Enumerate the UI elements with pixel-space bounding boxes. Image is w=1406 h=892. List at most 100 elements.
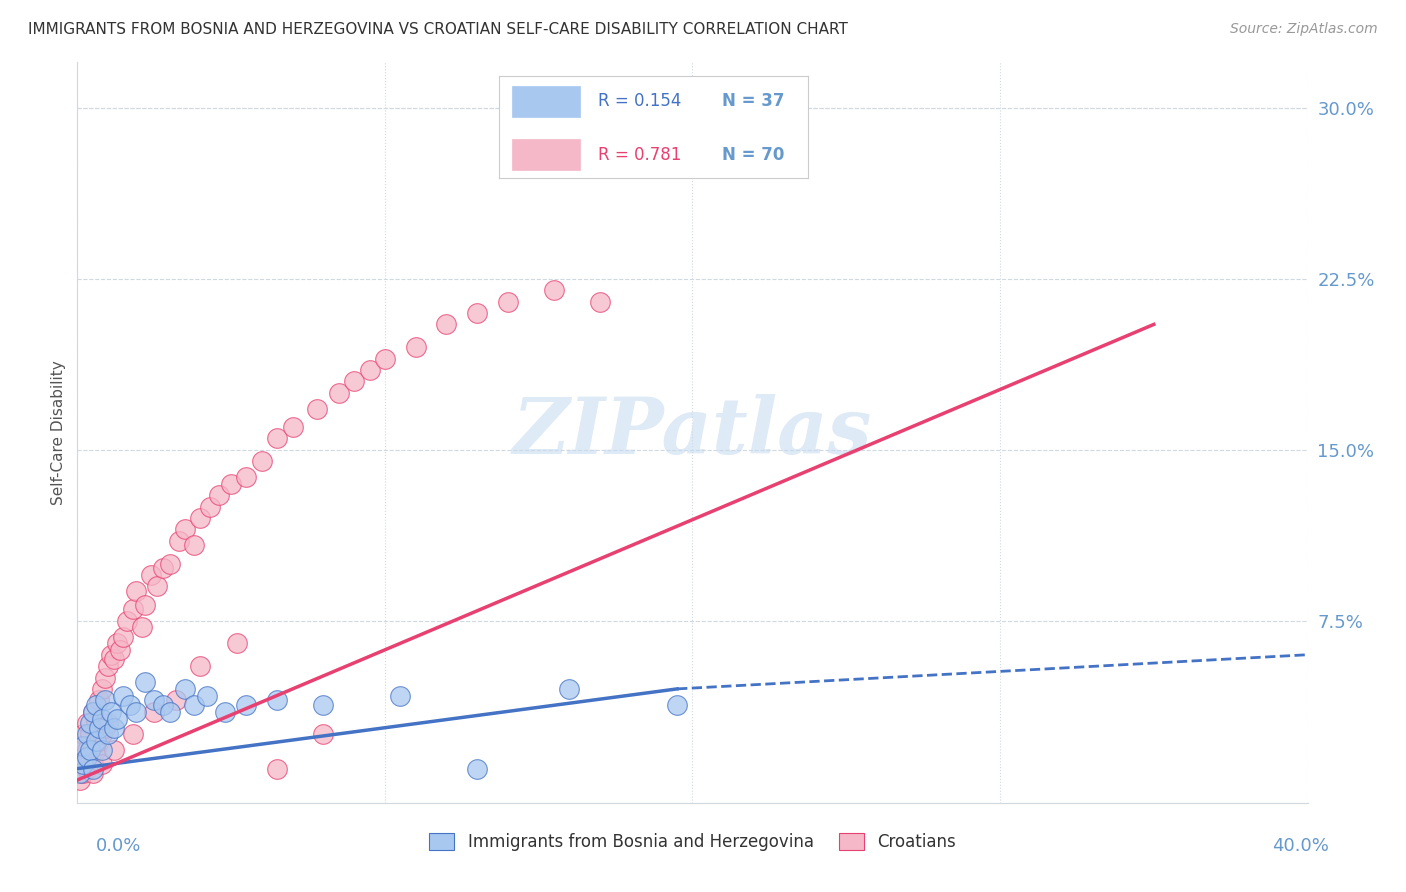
Point [97,716,120,731]
Point [84,734,107,748]
Point [312,727,335,741]
Point [82,739,104,753]
Point [266,762,288,776]
Point [76,716,98,731]
Point [115,614,138,628]
Point [82,757,104,772]
Point [188,659,212,673]
Point [389,689,412,703]
Point [82,705,104,719]
Point [235,698,257,712]
Point [405,340,427,354]
Point [90,743,114,757]
Point [97,659,120,673]
Text: 0.0%: 0.0% [96,837,141,855]
Point [208,488,231,502]
Y-axis label: Self-Care Disability: Self-Care Disability [51,360,66,505]
Point [125,583,148,598]
Point [110,643,132,657]
Text: N = 37: N = 37 [721,93,785,111]
Point [465,306,488,320]
Point [79,750,101,764]
Point [558,681,581,696]
Point [374,351,396,366]
Point [69,766,91,780]
Point [183,538,205,552]
Bar [512,87,579,117]
Point [143,693,166,707]
Point [76,750,98,764]
Point [118,698,141,712]
Point [69,772,91,787]
Point [165,693,187,707]
Point [183,698,205,712]
Point [94,693,117,707]
Point [496,294,519,309]
Point [94,671,117,685]
Point [105,712,128,726]
Point [465,762,488,776]
Point [174,523,197,537]
Point [143,705,166,719]
Point [112,689,135,703]
Point [100,648,122,662]
Point [214,705,236,719]
Point [72,739,94,753]
Point [134,598,156,612]
Point [159,705,181,719]
Point [94,721,117,735]
Point [72,750,94,764]
Point [152,561,174,575]
Point [250,454,273,468]
Point [76,727,98,741]
Point [167,533,190,548]
Point [87,693,110,707]
Text: N = 70: N = 70 [721,145,785,164]
Point [307,401,329,416]
Point [76,743,98,757]
Text: 40.0%: 40.0% [1272,837,1329,855]
Text: R = 0.154: R = 0.154 [598,93,682,111]
Point [436,318,458,332]
Point [100,705,122,719]
Point [159,557,181,571]
Text: R = 0.781: R = 0.781 [598,145,682,164]
Point [69,739,91,753]
Point [112,630,135,644]
Bar [512,139,579,170]
Point [543,283,565,297]
Point [328,385,350,400]
Point [84,698,107,712]
Point [72,727,94,741]
Point [79,727,101,741]
Text: ZIPatlas: ZIPatlas [513,394,872,471]
Point [79,716,101,731]
Point [90,757,114,772]
Point [84,743,107,757]
Point [219,476,242,491]
Point [90,712,114,726]
Point [90,681,114,696]
Point [87,734,110,748]
Point [97,727,120,741]
Point [69,762,91,776]
Point [281,420,304,434]
Point [343,375,366,389]
Point [125,705,148,719]
Text: IMMIGRANTS FROM BOSNIA AND HERZEGOVINA VS CROATIAN SELF-CARE DISABILITY CORRELAT: IMMIGRANTS FROM BOSNIA AND HERZEGOVINA V… [28,22,848,37]
Text: Source: ZipAtlas.com: Source: ZipAtlas.com [1230,22,1378,37]
Legend: Immigrants from Bosnia and Herzegovina, Croatians: Immigrants from Bosnia and Herzegovina, … [423,826,962,857]
Point [131,620,153,634]
Point [84,716,107,731]
Point [266,431,288,445]
Point [235,470,257,484]
Point [666,698,689,712]
Point [72,766,94,780]
Point [103,743,125,757]
Point [266,693,288,707]
Point [121,727,143,741]
Point [359,363,381,377]
Point [152,698,174,712]
Point [589,294,612,309]
Point [87,721,110,735]
